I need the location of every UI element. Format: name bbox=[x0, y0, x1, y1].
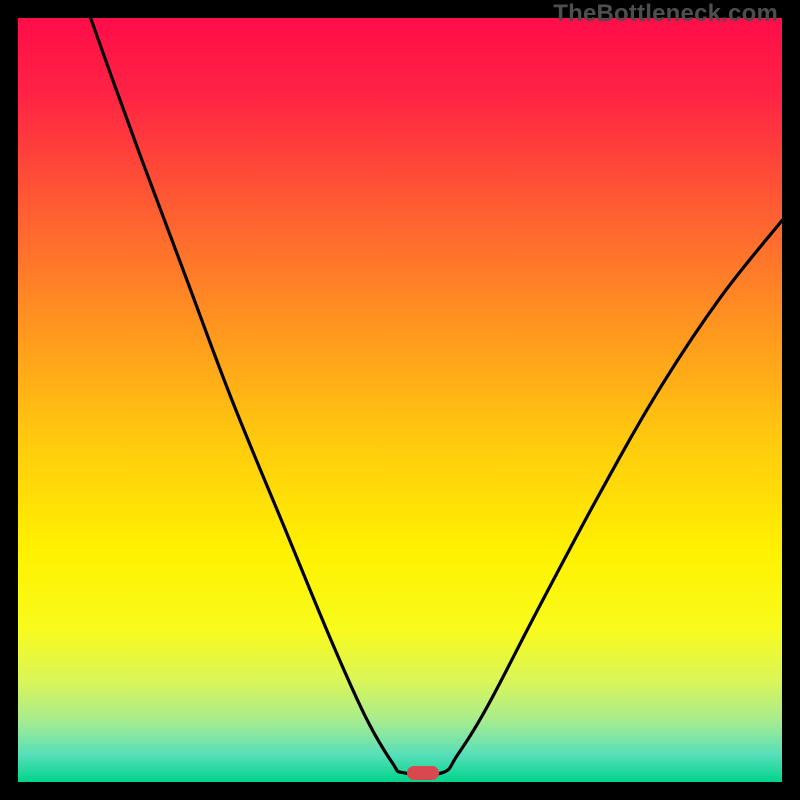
watermark: TheBottleneck.com bbox=[553, 0, 778, 28]
plot-area bbox=[18, 18, 782, 782]
canvas: TheBottleneck.com bbox=[0, 0, 800, 800]
chart-marker-pill bbox=[407, 766, 439, 781]
curve-path bbox=[91, 18, 782, 775]
chart-curve bbox=[18, 18, 782, 782]
